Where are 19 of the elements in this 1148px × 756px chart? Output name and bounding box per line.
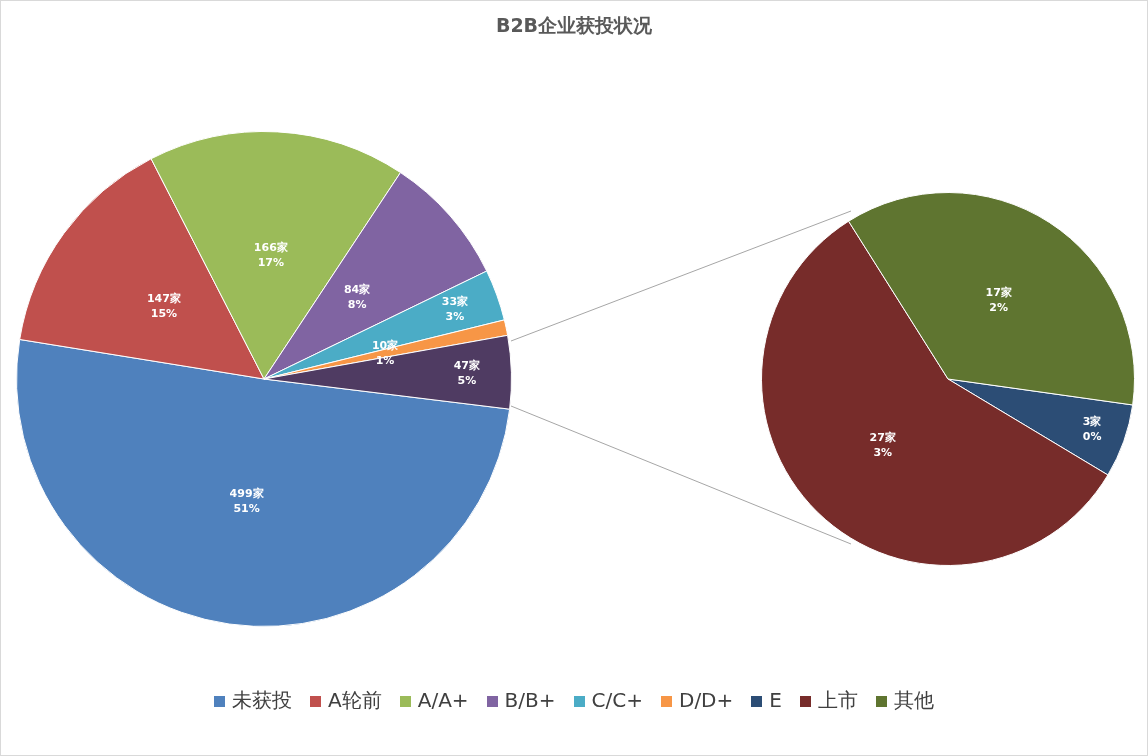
data-label: 499家 51% [229, 486, 264, 515]
legend-label: B/B+ [503, 688, 556, 712]
data-label: 166家 17% [253, 240, 288, 269]
legend-label: A/A+ [416, 688, 469, 712]
chart-title: B2B企业获投状况 [494, 13, 654, 38]
legend-label: E [768, 688, 782, 712]
data-label: 27家 3% [869, 431, 896, 459]
data-label: 17家 2% [985, 286, 1012, 315]
legend-label: 未获投 [231, 687, 293, 714]
data-label: 3家 0% [1082, 415, 1102, 444]
data-label: 47家 5% [453, 358, 481, 387]
data-label: 84家 8% [343, 282, 371, 311]
legend-label: 上市 [816, 687, 858, 714]
legend-label: C/C+ [590, 688, 643, 712]
legend-label: D/D+ [678, 688, 734, 712]
data-label: 33家 3% [441, 295, 469, 324]
legend-label: 其他 [892, 687, 934, 714]
data-label: 147家 15% [146, 291, 181, 320]
legend-label: A轮前 [327, 687, 382, 714]
